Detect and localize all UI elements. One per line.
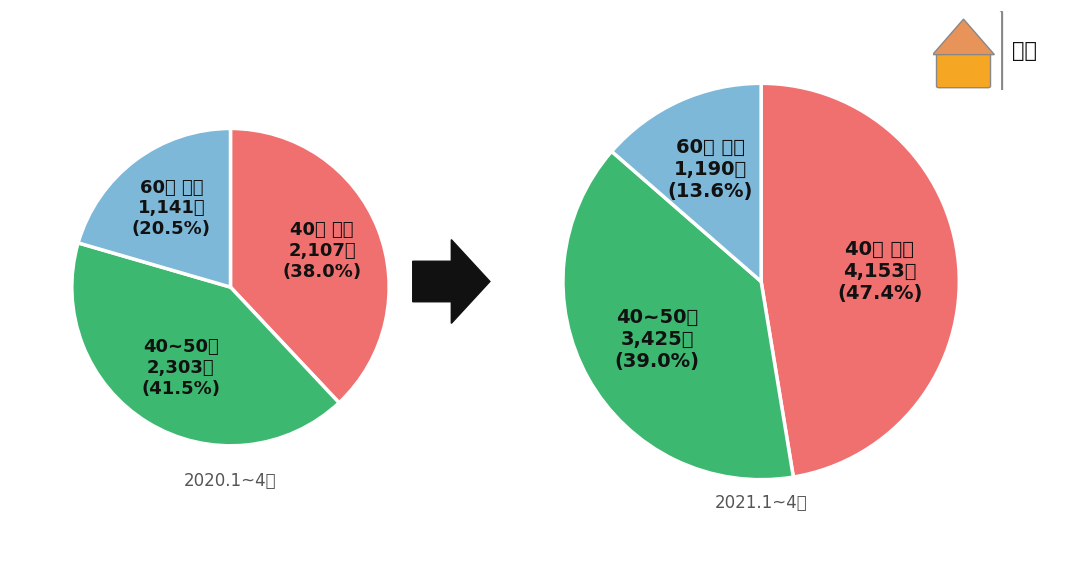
Text: 2021.1~4월: 2021.1~4월 (715, 494, 807, 512)
FancyBboxPatch shape (937, 53, 991, 88)
Wedge shape (563, 151, 793, 480)
Text: 2020.1~4월: 2020.1~4월 (184, 472, 277, 490)
Wedge shape (612, 83, 761, 282)
Text: 40대 미만
2,107명
(38.0%): 40대 미만 2,107명 (38.0%) (282, 221, 361, 281)
Text: 40대 미만
4,153명
(47.4%): 40대 미만 4,153명 (47.4%) (837, 240, 922, 303)
Wedge shape (230, 128, 389, 403)
Wedge shape (72, 243, 339, 446)
Text: 40~50대
2,303명
(41.5%): 40~50대 2,303명 (41.5%) (142, 338, 220, 398)
Wedge shape (761, 83, 959, 477)
Text: 직방: 직방 (1012, 41, 1038, 61)
Wedge shape (78, 128, 230, 287)
Polygon shape (933, 19, 995, 55)
Text: 40~50대
3,425명
(39.0%): 40~50대 3,425명 (39.0%) (614, 308, 700, 371)
FancyArrow shape (413, 240, 490, 323)
Text: 60대 이상
1,190명
(13.6%): 60대 이상 1,190명 (13.6%) (668, 138, 753, 201)
Text: 60대 이상
1,141명
(20.5%): 60대 이상 1,141명 (20.5%) (132, 178, 211, 238)
